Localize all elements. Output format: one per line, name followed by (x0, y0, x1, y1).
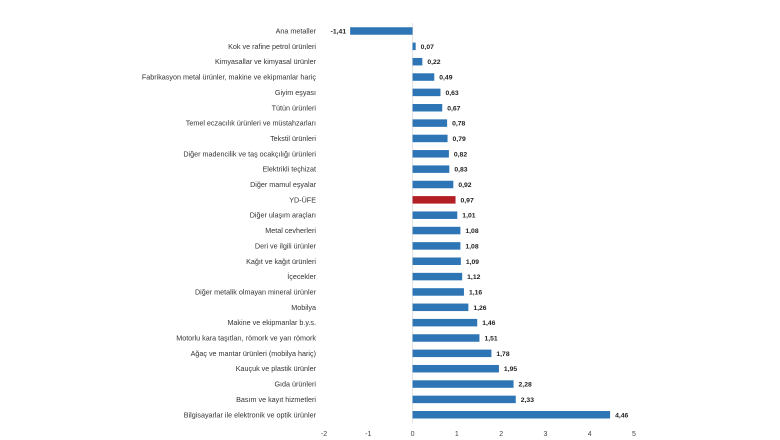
value-label: 0,79 (453, 136, 466, 143)
category-label: Deri ve ilgili ürünler (255, 241, 317, 250)
bar (412, 288, 464, 296)
category-label: Motorlu kara taşıtları, römork ve yarı r… (176, 334, 316, 343)
value-label: 1,08 (465, 228, 478, 235)
bar (412, 119, 448, 127)
category-label: İçecekler (287, 272, 316, 281)
value-label: 1,51 (484, 336, 497, 343)
value-label: 1,01 (462, 213, 475, 220)
bar (412, 73, 435, 81)
category-label: YD-ÜFE (289, 195, 316, 204)
category-label: Makine ve ekipmanlar b.y.s. (227, 318, 316, 327)
bar (412, 42, 416, 51)
category-label: Tekstil ürünleri (270, 134, 316, 143)
category-labels: Ana metaller Kok ve rafine petrol ürünler… (142, 27, 317, 420)
bar (412, 165, 450, 173)
bar (412, 303, 469, 312)
bar (412, 88, 441, 97)
x-tick-label: 5 (632, 431, 636, 438)
x-tick-label: 0 (411, 431, 415, 438)
value-label: 4,46 (615, 412, 628, 419)
category-label: Kimyasallar ve kimyasal ürünler (215, 57, 317, 66)
x-tick-label: 3 (543, 431, 547, 438)
category-label: Ana metaller (276, 27, 317, 36)
bar (412, 364, 499, 373)
value-labels: -1,41 0,07 0,22 0,49 0,63 0,67 0,78 0,79 0,82 0,8… (331, 29, 629, 420)
bar-highlight (412, 196, 456, 204)
category-label: Kağıt ve kağıt ürünleri (246, 257, 316, 266)
category-label: Basım ve kayıt hizmetleri (236, 395, 316, 404)
category-label: Temel eczacılık ürünleri ve müstahzarlar… (186, 119, 316, 128)
bar (412, 226, 461, 235)
value-label: 0,92 (458, 182, 471, 189)
category-label: Ağaç ve mantar ürünleri (mobilya hariç) (191, 349, 316, 358)
category-label: Metal cevherleri (265, 226, 316, 235)
value-label: 1,46 (482, 320, 495, 327)
bar (412, 211, 458, 219)
value-label: 1,12 (467, 274, 480, 281)
category-label: Mobilya (291, 303, 316, 312)
bar (412, 242, 461, 250)
bar (412, 150, 449, 158)
bar (412, 104, 443, 112)
bar (412, 57, 423, 66)
value-label: 1,08 (465, 243, 478, 250)
category-label: Bilgisayarlar ile elektronik ve optik ür… (184, 410, 317, 419)
category-label: Kok ve rafine petrol ürünleri (228, 42, 316, 51)
value-label: 1,09 (466, 259, 479, 266)
value-label: 1,95 (504, 366, 517, 373)
category-label: Fabrikasyon metal ürünler, makine ve eki… (142, 73, 317, 82)
category-label: Gıda ürünleri (274, 380, 316, 389)
bar (412, 180, 454, 189)
category-label: Giyim eşyası (275, 88, 316, 97)
bar (412, 257, 461, 265)
value-label: 0,22 (427, 59, 440, 66)
value-label: 2,33 (521, 397, 534, 404)
bar (412, 395, 516, 404)
category-label: Diğer ulaşım araçları (250, 211, 316, 220)
value-label: 1,16 (469, 289, 482, 296)
bar (412, 334, 480, 342)
x-tick-label: 2 (499, 431, 503, 438)
bar (412, 318, 478, 327)
x-axis-ticks: -2 -1 0 1 2 3 4 5 (321, 431, 636, 438)
category-label: Diğer mamul eşyalar (250, 180, 317, 189)
bar (412, 380, 514, 388)
bar (412, 272, 463, 281)
category-label: Elektrikli teçhizat (262, 165, 316, 174)
value-label: 0,97 (461, 197, 474, 204)
category-label: Diğer metalik olmayan mineral ürünler (195, 287, 317, 296)
value-label: 2,28 (519, 382, 532, 389)
bar (412, 349, 492, 358)
x-tick-label: -1 (365, 431, 371, 438)
category-label: Tütün ürünleri (272, 103, 317, 112)
bars (350, 27, 611, 419)
bar (412, 411, 611, 419)
category-label: Diğer madencilik ve taş ocakçılığı ürünl… (183, 149, 316, 158)
value-label: 0,63 (445, 90, 458, 97)
value-label: 0,83 (454, 167, 467, 174)
value-label: 0,07 (421, 44, 434, 51)
x-tick-label: -2 (321, 431, 327, 438)
x-tick-label: 1 (455, 431, 459, 438)
category-label: Kauçuk ve plastik ürünler (236, 364, 317, 373)
bar (412, 134, 448, 143)
value-label: 0,78 (452, 121, 465, 128)
value-label: 0,82 (454, 151, 467, 158)
value-label: 1,26 (473, 305, 486, 312)
bar (350, 27, 413, 35)
value-label: 1,78 (496, 351, 509, 358)
x-tick-label: 4 (588, 431, 592, 438)
value-label: 0,49 (439, 75, 452, 82)
value-label: 0,67 (447, 105, 460, 112)
value-label: -1,41 (331, 29, 347, 36)
